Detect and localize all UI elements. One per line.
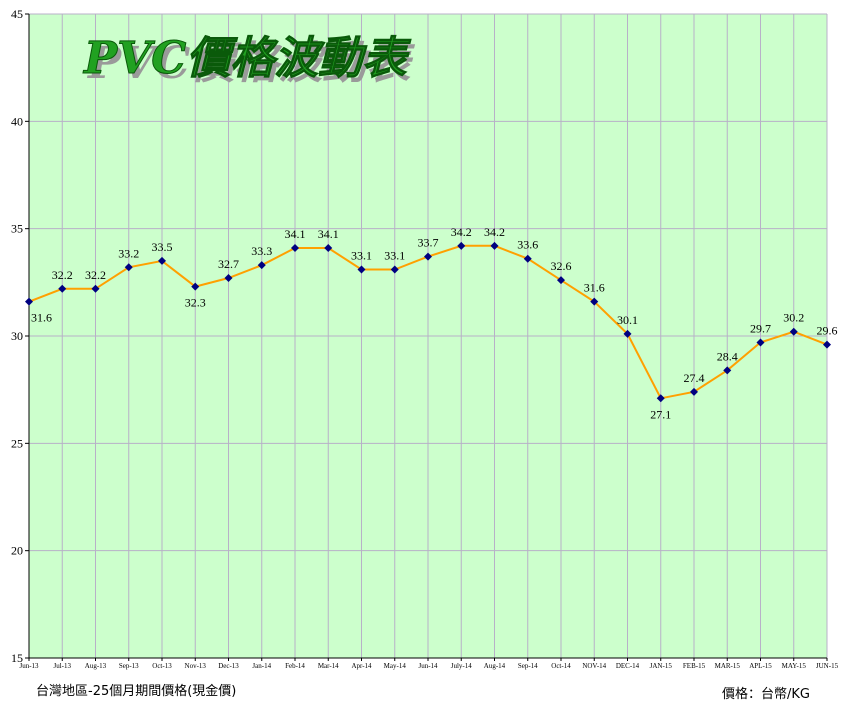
data-label: 30.1 — [617, 313, 638, 327]
data-point — [723, 366, 732, 375]
data-label: 32.7 — [218, 257, 239, 271]
data-point — [25, 297, 33, 306]
data-point — [656, 394, 665, 403]
data-label: 32.2 — [85, 268, 106, 282]
data-label: 34.2 — [451, 225, 472, 239]
data-label: 33.2 — [118, 246, 139, 260]
data-label: 31.6 — [584, 281, 605, 295]
data-point — [390, 265, 399, 274]
x-tick-label: Aug-14 — [484, 662, 506, 670]
data-point — [257, 261, 266, 270]
x-tick-label: Jun-13 — [19, 662, 39, 670]
x-tick-label: FEB-15 — [683, 662, 706, 670]
x-axis: Jun-13 Jul-13 Aug-13 Sep-13 Oct-13 Nov-13 Dec-… — [19, 658, 839, 670]
x-tick-label: Apr-14 — [351, 662, 372, 670]
data-point — [789, 327, 798, 336]
data-label: 28.4 — [717, 349, 738, 363]
data-point — [823, 340, 831, 349]
data-label: 32.3 — [185, 296, 206, 310]
x-tick-label: Sep-13 — [119, 662, 139, 670]
y-axis: 15 20 25 30 35 40 45 — [11, 7, 29, 665]
y-tick-label: 45 — [11, 7, 23, 21]
data-point — [58, 284, 67, 293]
x-tick-label: Jul-13 — [54, 662, 72, 670]
data-point — [523, 254, 532, 263]
data-label: 33.1 — [351, 248, 372, 262]
data-label: 27.4 — [684, 371, 705, 385]
x-tick-label: JUN-15 — [816, 662, 839, 670]
data-point — [557, 276, 565, 285]
data-label: 34.1 — [285, 227, 306, 241]
data-point — [623, 329, 632, 338]
data-point — [690, 387, 698, 396]
x-tick-label: Jan-14 — [252, 662, 271, 670]
data-label: 29.7 — [750, 321, 771, 335]
data-point — [457, 241, 466, 250]
x-tick-label: MAR-15 — [715, 662, 741, 670]
data-point — [191, 282, 200, 291]
data-label: 34.1 — [318, 227, 339, 241]
x-tick-label: JAN-15 — [650, 662, 673, 670]
data-point — [291, 243, 299, 252]
y-tick-label: 20 — [11, 544, 23, 558]
x-tick-label: Mar-14 — [318, 662, 339, 670]
y-tick-label: 40 — [11, 114, 23, 128]
chart-title: PVC價格波動表 — [82, 33, 411, 84]
x-tick-label: Aug-13 — [85, 662, 107, 670]
data-label: 33.1 — [384, 248, 405, 262]
x-tick-label: Oct-14 — [551, 662, 571, 670]
x-tick-label: Oct-13 — [152, 662, 172, 670]
data-label: 29.6 — [817, 324, 838, 338]
series-markers — [25, 241, 831, 403]
x-tick-label: APL-15 — [749, 662, 772, 670]
y-tick-label: 30 — [11, 329, 23, 343]
data-label: 34.2 — [484, 225, 505, 239]
x-tick-label: July-14 — [451, 662, 473, 670]
data-labels: 31.6 32.2 32.2 33.2 33.5 32.3 32.7 33.3 34.1 34.1… — [31, 225, 838, 421]
x-tick-label: May-14 — [384, 662, 407, 670]
data-label: 30.2 — [783, 311, 804, 325]
chart-title-group: PVC價格波動表 PVC價格波動表 — [82, 33, 416, 90]
x-tick-label: Jun-14 — [418, 662, 438, 670]
data-label: 33.6 — [517, 238, 538, 252]
region-footnote: 台灣地區-25個月期間價格(現金價) — [36, 684, 237, 699]
y-tick-label: 35 — [11, 222, 23, 236]
data-point — [756, 338, 765, 347]
data-point — [224, 274, 233, 283]
data-point — [124, 263, 133, 272]
data-point — [490, 241, 499, 250]
x-tick-label: Nov-13 — [185, 662, 207, 670]
data-label: 33.7 — [418, 236, 439, 250]
data-label: 27.1 — [650, 407, 671, 421]
data-label: 32.6 — [551, 259, 572, 273]
x-tick-label: NOV-14 — [582, 662, 606, 670]
data-point — [590, 297, 599, 306]
data-point — [357, 265, 366, 274]
chart-title-shadow: PVC價格波動表 — [86, 38, 415, 89]
data-point — [158, 256, 166, 265]
x-tick-label: Sep-14 — [518, 662, 538, 670]
unit-footnote: 價格：台幣/KG — [722, 687, 810, 702]
data-point — [324, 243, 333, 252]
data-label: 32.2 — [52, 268, 73, 282]
data-label: 31.6 — [31, 311, 52, 325]
x-tick-label: Feb-14 — [285, 662, 305, 670]
x-tick-label: MAY-15 — [782, 662, 807, 670]
y-tick-label: 25 — [11, 436, 23, 450]
data-label: 33.5 — [152, 240, 173, 254]
data-label: 33.3 — [251, 244, 272, 258]
x-tick-label: DEC-14 — [616, 662, 640, 670]
y-tick-label: 15 — [11, 651, 23, 665]
data-point — [424, 252, 432, 261]
data-point — [91, 284, 100, 293]
x-tick-label: Dec-13 — [218, 662, 239, 670]
